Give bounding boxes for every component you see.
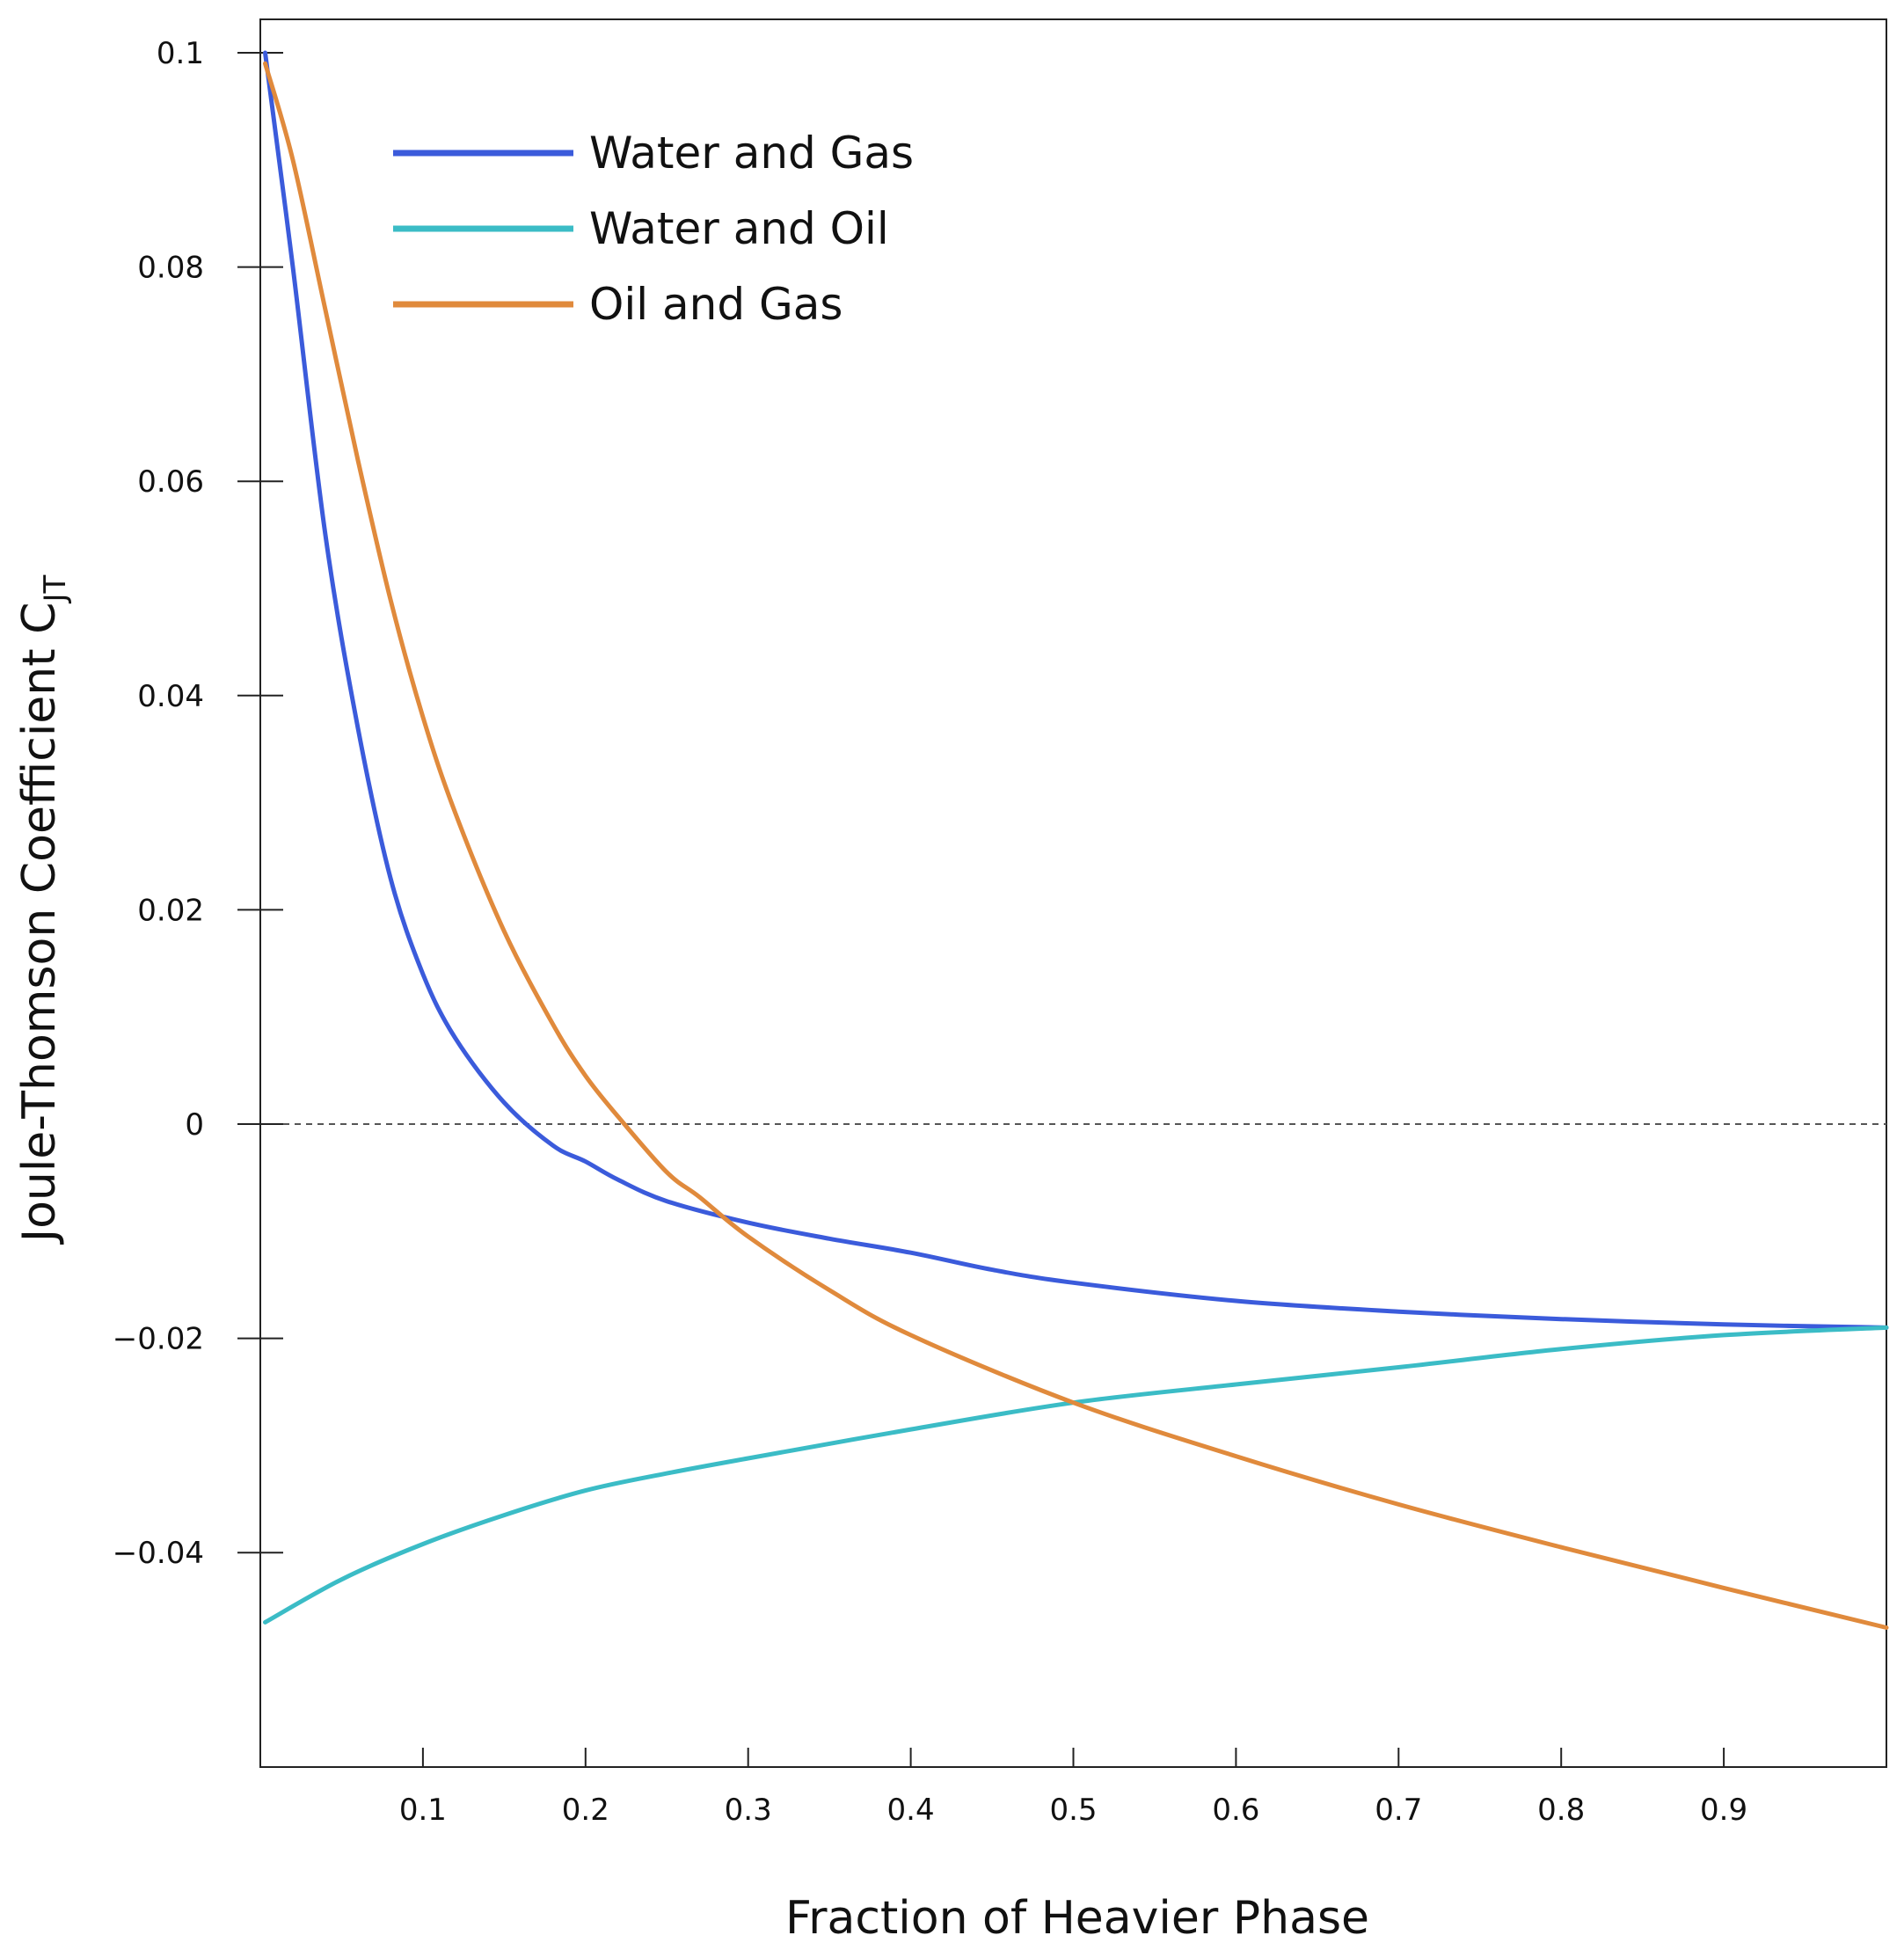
legend: Water and Gas Water and Oil Oil and Gas: [393, 128, 914, 330]
x-tick-label: 0.9: [1700, 1793, 1747, 1828]
x-tick-label: 0.3: [725, 1793, 772, 1828]
series-line-water-and-gas: [263, 50, 1889, 1330]
legend-label-water-and-oil: Water and Oil: [589, 203, 889, 254]
y-axis-title-subscript: JT: [38, 575, 73, 604]
x-axis-ticks: 0.1 0.2 0.3 0.4 0.5 0.6 0.7 0.8 0.9: [399, 1748, 1747, 1828]
x-tick-label: 0.4: [887, 1793, 935, 1828]
x-tick-label: 0.6: [1212, 1793, 1259, 1828]
y-axis-title: Joule-Thomson Coefficient CJT: [13, 575, 73, 1245]
plot-frame: [259, 18, 1887, 1768]
y-tick-label: 0.02: [137, 893, 204, 928]
y-tick-label: 0.06: [137, 464, 204, 500]
y-tick-label: 0: [185, 1107, 204, 1143]
y-tick-label: 0.08: [137, 251, 204, 286]
x-tick-label: 0.2: [562, 1793, 609, 1828]
y-tick-label: −0.04: [113, 1536, 204, 1571]
x-tick-label: 0.7: [1375, 1793, 1422, 1828]
x-tick-label: 0.1: [399, 1793, 447, 1828]
y-axis-title-main: Joule-Thomson Coefficient C: [13, 603, 66, 1245]
y-tick-label: 0.1: [157, 36, 204, 71]
legend-label-water-and-gas: Water and Gas: [589, 128, 914, 179]
y-tick-label: 0.04: [137, 679, 204, 714]
x-axis-title: Fraction of Heavier Phase: [785, 1892, 1369, 1945]
series-line-water-and-oil: [263, 1325, 1889, 1625]
x-tick-label: 0.5: [1049, 1793, 1097, 1828]
legend-label-oil-and-gas: Oil and Gas: [589, 279, 843, 330]
x-tick-label: 0.8: [1537, 1793, 1585, 1828]
series-lines: [263, 50, 1889, 1630]
series-line-oil-and-gas: [263, 61, 1889, 1630]
y-axis-ticks: 0.1 0.08 0.06 0.04 0.02 0 −0.02 −0.04: [113, 36, 283, 1571]
y-tick-label: −0.02: [113, 1322, 204, 1357]
